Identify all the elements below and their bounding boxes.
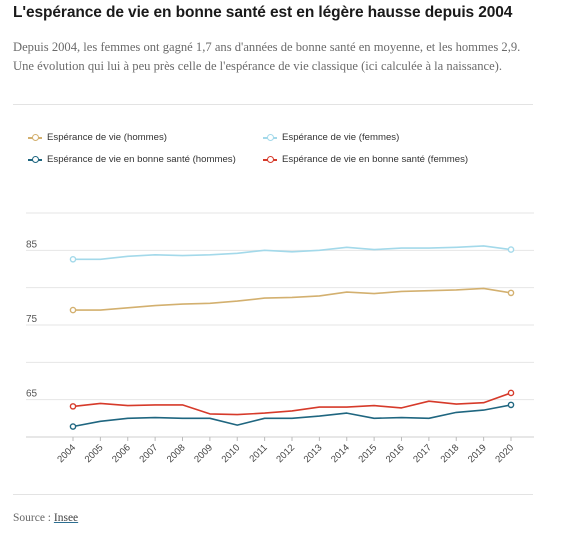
legend-swatch-femmes <box>263 134 277 142</box>
series-start-point-1 <box>69 255 77 263</box>
x-tick-label: 2004 <box>55 442 78 465</box>
x-tick-label: 2017 <box>411 442 434 465</box>
y-tick-label: 65 <box>26 389 38 400</box>
legend-swatch-hommes <box>28 134 42 142</box>
chart-title: L'espérance de vie en bonne santé est en… <box>13 4 513 21</box>
x-tick-label: 2016 <box>384 442 407 465</box>
y-tick-label: 85 <box>26 239 38 250</box>
x-tick-label: 2005 <box>83 442 106 465</box>
source-link[interactable]: Insee <box>53 512 79 524</box>
legend-item-femmes[interactable]: Espérance de vie (femmes) <box>263 132 399 143</box>
x-tick-label: 2015 <box>357 442 380 465</box>
x-tick-label: 2014 <box>329 442 352 465</box>
series-end-point-3 <box>507 389 515 397</box>
top-separator <box>13 104 533 105</box>
series-start-point-2 <box>69 423 77 430</box>
series-start-point-3 <box>69 403 77 410</box>
series-line-0 <box>73 287 512 311</box>
legend-label-bonne-sante-femmes: Espérance de vie en bonne santé (femmes) <box>282 154 469 165</box>
x-tick-label: 2018 <box>439 442 462 465</box>
x-tick-label: 2011 <box>248 442 270 464</box>
x-tick-label: 2019 <box>466 442 489 465</box>
legend-item-bonne-sante-hommes[interactable]: Espérance de vie en bonne santé (hommes) <box>28 154 236 165</box>
legend-label-femmes: Espérance de vie (femmes) <box>282 132 400 143</box>
bottom-separator <box>13 494 533 495</box>
x-tick-label: 2013 <box>302 442 325 465</box>
legend-label-hommes: Espérance de vie (hommes) <box>47 132 167 143</box>
source-line: Source : Insee <box>13 512 78 524</box>
legend-label-bonne-sante-hommes: Espérance de vie en bonne santé (hommes) <box>47 154 236 165</box>
series-end-point-2 <box>507 401 515 409</box>
legend-item-bonne-sante-femmes[interactable]: Espérance de vie en bonne santé (femmes) <box>263 154 468 165</box>
source-label: Source : <box>13 512 54 524</box>
x-tick-label: 2012 <box>274 442 297 465</box>
series-end-point-1 <box>507 246 515 253</box>
legend-swatch-bonne-sante-hommes <box>28 156 42 164</box>
x-tick-label: 2006 <box>110 442 133 465</box>
series-line-1 <box>73 245 512 261</box>
series-line-3 <box>72 392 512 416</box>
series-start-point-0 <box>69 306 77 314</box>
x-tick-label: 2010 <box>220 442 243 465</box>
legend-swatch-bonne-sante-femmes <box>263 156 277 164</box>
y-tick-label: 75 <box>26 314 38 325</box>
x-tick-label: 2020 <box>493 442 516 465</box>
x-tick-label: 2009 <box>192 442 215 465</box>
chart-subtitle: Depuis 2004, les femmes ont gagné 1,7 an… <box>13 40 521 73</box>
x-tick-label: 2007 <box>138 442 161 465</box>
x-tick-label: 2008 <box>165 442 188 465</box>
legend-item-hommes[interactable]: Espérance de vie (hommes) <box>28 132 167 143</box>
series-line-2 <box>72 404 512 428</box>
series-end-point-0 <box>507 289 515 297</box>
